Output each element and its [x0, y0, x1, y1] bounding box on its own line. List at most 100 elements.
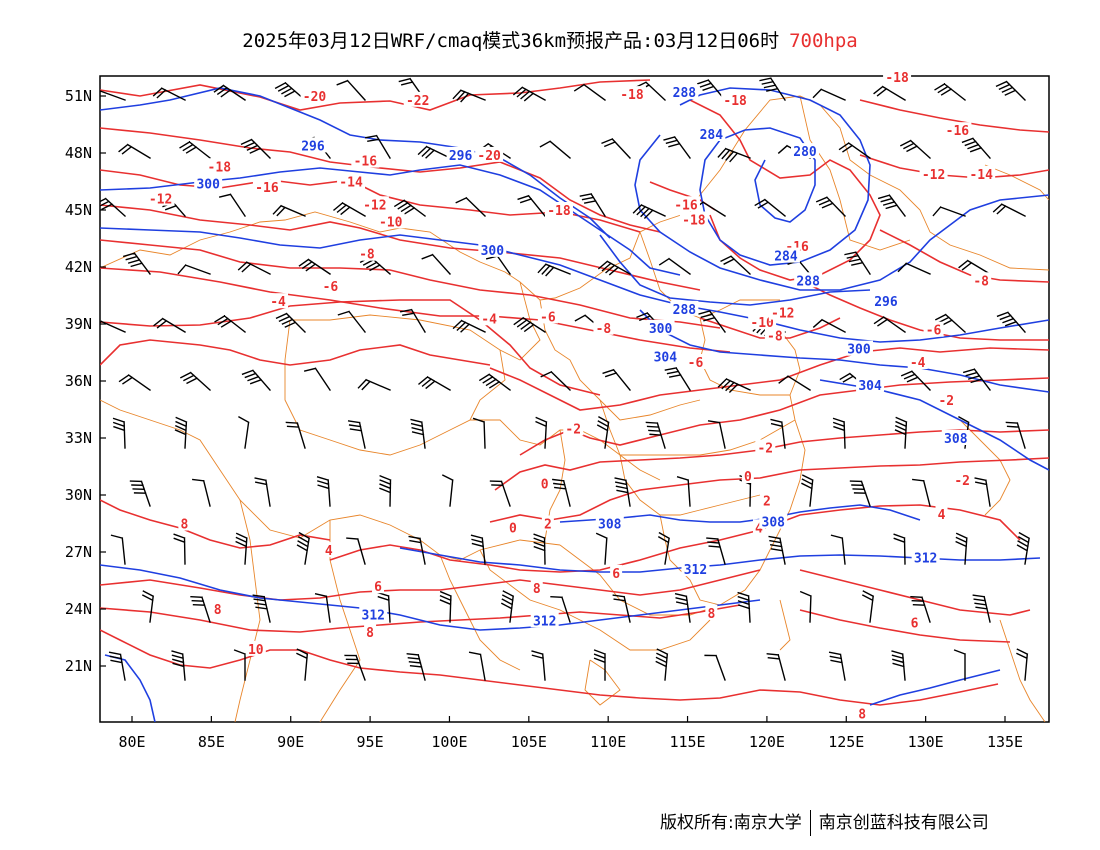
- wind-barb: [141, 590, 155, 623]
- temperature-label-bg: [356, 245, 377, 261]
- temperature-label: 8: [858, 708, 866, 723]
- temperature-label: -18: [208, 160, 232, 175]
- wind-barb: [254, 477, 271, 507]
- border-line: [779, 599, 791, 651]
- height-label: 280: [793, 145, 817, 160]
- temperature-label: -4: [481, 312, 497, 327]
- temperature-label-bg: [685, 354, 706, 369]
- wind-barb: [379, 474, 392, 507]
- lon-tick-label: 100E: [431, 733, 467, 751]
- wind-barb: [801, 474, 814, 507]
- lon-tick-label: 90E: [277, 733, 304, 751]
- temperature-label-bg: [475, 146, 504, 162]
- wind-barb: [754, 198, 786, 217]
- height-label-bg: [759, 513, 788, 529]
- wind-barb: [593, 649, 606, 681]
- wind-barb: [958, 259, 991, 275]
- wind-barb: [478, 373, 511, 391]
- wind-barb: [778, 375, 811, 391]
- wind-barb: [674, 592, 691, 623]
- wind-barb: [838, 142, 871, 159]
- wind-barb: [632, 204, 666, 219]
- border-line: [799, 95, 911, 251]
- temperature-label-bg: [537, 308, 558, 324]
- temperature-label-bg: [205, 158, 234, 174]
- wind-barb: [336, 79, 366, 101]
- temperature-label: 4: [938, 508, 946, 523]
- height-label: 284: [774, 250, 798, 265]
- wind-barb: [597, 260, 631, 276]
- wind-barb: [717, 147, 751, 163]
- temperature-label: 8: [533, 582, 541, 597]
- temperature-label-bg: [705, 604, 718, 620]
- wind-barb: [1016, 531, 1031, 565]
- wind-barb: [337, 310, 366, 333]
- isotherm-line: [799, 569, 1031, 616]
- wind-barb: [517, 194, 546, 217]
- isotherm-line: [859, 154, 1049, 179]
- isotherm-line: [100, 127, 661, 233]
- isotherm-line: [859, 99, 1049, 133]
- temperature-label: 8: [214, 603, 222, 618]
- lon-tick-label: 85E: [198, 733, 225, 751]
- wind-barb: [676, 476, 691, 507]
- lat-tick-label: 48N: [65, 144, 92, 162]
- temperature-label: 6: [612, 567, 620, 582]
- wind-barb: [173, 533, 186, 565]
- wind-barb: [961, 137, 991, 159]
- temperature-label-bg: [376, 213, 405, 229]
- lat-tick-label: 51N: [65, 87, 92, 105]
- wind-barb: [698, 310, 726, 333]
- lat-tick-label: 24N: [65, 600, 92, 618]
- isotherm-line: [100, 204, 701, 291]
- temperature-label: -6: [688, 356, 704, 371]
- isotherm-line: [100, 79, 651, 111]
- border-line: [584, 659, 621, 706]
- height-label-bg: [911, 549, 940, 565]
- height-label: 304: [858, 379, 882, 394]
- temperature-label-bg: [967, 165, 996, 181]
- wind-barb: [759, 77, 786, 101]
- wind-barb: [452, 89, 486, 103]
- lat-tick-label: 42N: [65, 258, 92, 276]
- temperature-label-bg: [936, 392, 957, 407]
- wind-barb: [303, 367, 331, 391]
- wind-barb: [737, 591, 751, 623]
- wind-barb: [333, 202, 366, 217]
- lon-tick-label: 135E: [987, 733, 1023, 751]
- temperature-label: 0: [541, 478, 549, 493]
- wind-barb: [192, 478, 211, 507]
- temperature-label-bg: [856, 705, 869, 721]
- height-contour-line: [679, 87, 871, 266]
- height-label-bg: [530, 612, 559, 628]
- wind-barb: [235, 532, 248, 565]
- wind-barb: [953, 649, 966, 681]
- wind-barb: [910, 595, 931, 623]
- wind-barb: [364, 134, 391, 159]
- border-line: [699, 317, 790, 396]
- wind-barb: [190, 595, 211, 623]
- wind-barb: [891, 650, 906, 681]
- temperature-label-bg: [943, 122, 972, 138]
- temperature-label: -22: [406, 94, 429, 109]
- temperature-label: -2: [938, 394, 954, 409]
- temperature-label: -16: [946, 124, 970, 139]
- wind-barb: [962, 368, 991, 391]
- wind-barb: [707, 420, 726, 449]
- wind-barb: [830, 534, 846, 565]
- wind-barb: [100, 197, 126, 217]
- axis-ticks: 80E 85E 90E 95E 100E 105E 110E 115E 120E 125E 130E…: [65, 87, 1023, 751]
- isotherm-line: [100, 239, 721, 329]
- wind-barbs: [100, 77, 1031, 681]
- isotherm-line: [799, 279, 1049, 341]
- temperature-label: -16: [255, 181, 279, 196]
- wind-barb: [861, 590, 875, 623]
- temperature-label-bg: [923, 321, 944, 337]
- temperature-label-bg: [907, 354, 928, 369]
- footer-divider: [809, 810, 811, 836]
- height-label-bg: [670, 300, 699, 316]
- wind-barb: [602, 368, 631, 391]
- copyright-right: 南京创蓝科技有限公司: [818, 813, 989, 833]
- temperature-label: -12: [149, 193, 172, 208]
- wind-barb: [252, 594, 271, 623]
